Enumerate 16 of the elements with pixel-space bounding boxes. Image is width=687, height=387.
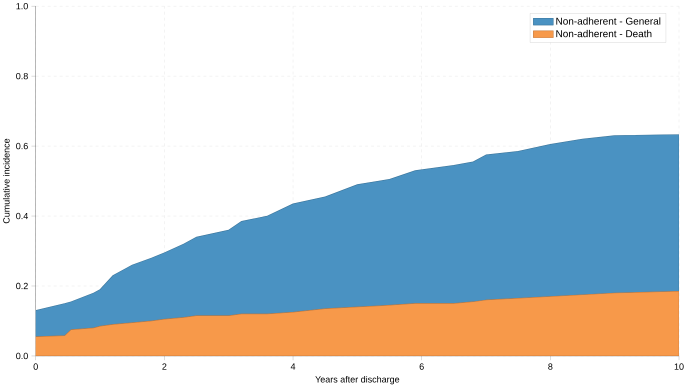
x-tick-label: 0 [34, 363, 38, 370]
legend-label: Non-adherent - Death [556, 30, 652, 38]
x-tick-label: 8 [548, 363, 552, 370]
y-tick-label: 0.8 [16, 72, 28, 80]
legend-label: Non-adherent - General [556, 17, 660, 25]
y-tick-label: 0.6 [16, 142, 28, 150]
y-tick-label: 0.0 [16, 352, 28, 359]
x-tick-label: 6 [420, 363, 424, 370]
x-tick-label: 2 [162, 363, 166, 370]
y-tick-label: 0.4 [16, 212, 28, 220]
x-axis-title: Years after discharge [315, 376, 400, 384]
y-tick-label: 0.2 [16, 282, 28, 290]
y-axis-title: Cumulative incidence [2, 138, 10, 224]
y-tick-label: 1.0 [16, 2, 28, 10]
x-tick-label: 4 [290, 363, 296, 370]
x-tick-label: 10 [674, 363, 684, 370]
